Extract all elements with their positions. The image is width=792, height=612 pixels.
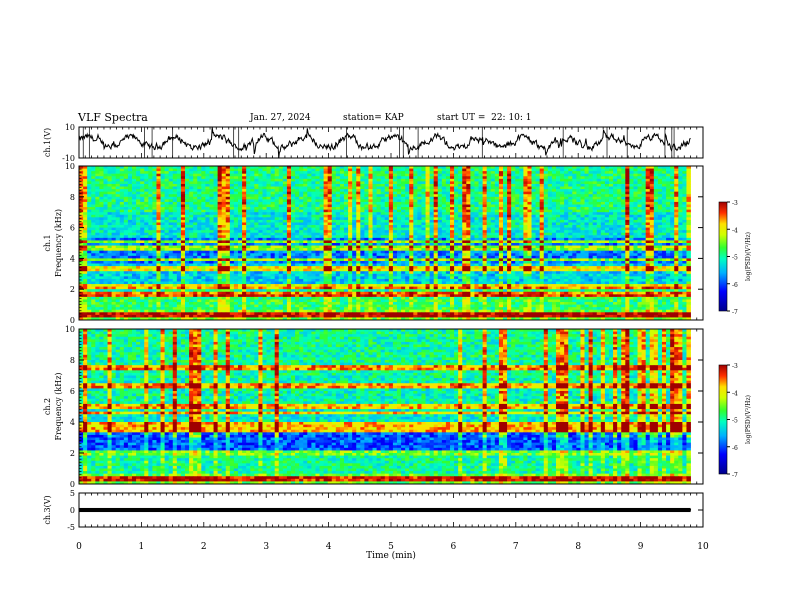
y-tick-label: 10 xyxy=(65,162,75,171)
ch3-waveform-ylabel: ch.3(V) xyxy=(43,495,52,524)
ch1-waveform-line xyxy=(78,126,691,159)
x-tick-label: 0 xyxy=(76,542,82,552)
ch1-spectrogram-colorbar xyxy=(718,201,728,312)
x-tick-label: 8 xyxy=(575,542,581,552)
x-tick-label: 1 xyxy=(139,542,145,552)
x-tick-label: 4 xyxy=(326,542,332,552)
x-tick-label: 2 xyxy=(201,542,207,552)
y-tick-label: 6 xyxy=(70,387,75,396)
colorbar-tick-label: -5 xyxy=(732,418,738,425)
colorbar-tick-label: -6 xyxy=(732,282,738,289)
x-tick-label: 9 xyxy=(638,542,644,552)
y-tick-label: 0 xyxy=(70,506,75,515)
y-tick-label: 0 xyxy=(70,480,75,489)
colorbar-tick-label: -7 xyxy=(732,309,738,316)
y-tick-label: 2 xyxy=(70,285,75,294)
colorbar-tick-label: -4 xyxy=(732,390,738,397)
y-tick-label: -5 xyxy=(67,523,75,532)
ch2-spectrogram-colorbar xyxy=(718,364,728,475)
y-tick-label: 4 xyxy=(70,418,75,427)
ch2-spectrogram-colorbar-label: log(PSD)(V²/Hz) xyxy=(745,395,752,444)
x-axis-label: Time (min) xyxy=(366,550,416,561)
ch1-waveform-ylabel: ch.1(V) xyxy=(43,128,52,157)
x-tick-label: 7 xyxy=(513,542,519,552)
header-date: Jan. 27, 2024 xyxy=(250,113,311,123)
y-tick-label: 10 xyxy=(65,325,75,334)
y-tick-label: -10 xyxy=(62,154,75,163)
y-tick-label: 8 xyxy=(70,193,75,202)
ch1-spectrogram-colorbar-label: log(PSD)(V²/Hz) xyxy=(745,232,752,281)
header-start-time: start UT = 22: 10: 1 xyxy=(437,113,532,123)
colorbar-tick-label: -5 xyxy=(732,255,738,262)
y-tick-label: 2 xyxy=(70,449,75,458)
figure-title: VLF Spectra xyxy=(78,111,148,124)
colorbar-tick-label: -3 xyxy=(732,200,738,207)
ch2-spectrogram-ylabel-freq: Frequency (kHz) xyxy=(54,372,63,440)
ch1-spectrogram-cells xyxy=(79,166,691,321)
y-tick-label: 6 xyxy=(70,224,75,233)
colorbar-tick-label: -4 xyxy=(732,227,738,234)
ch3-waveform-band xyxy=(79,507,691,513)
y-tick-label: 0 xyxy=(70,316,75,325)
x-tick-label: 10 xyxy=(697,542,709,552)
x-tick-label: 6 xyxy=(451,542,457,552)
header-station: station= KAP xyxy=(343,113,404,123)
colorbar-tick-label: -6 xyxy=(732,445,738,452)
y-tick-label: 5 xyxy=(70,489,75,498)
ch1-spectrogram-ylabel-freq: Frequency (kHz) xyxy=(54,209,63,277)
y-tick-label: 8 xyxy=(70,356,75,365)
y-tick-label: 4 xyxy=(70,254,75,263)
colorbar-tick-label: -7 xyxy=(732,472,738,479)
x-tick-label: 5 xyxy=(388,542,394,552)
y-tick-label: 10 xyxy=(65,123,75,132)
x-tick-label: 3 xyxy=(263,542,269,552)
colorbar-tick-label: -3 xyxy=(732,363,738,370)
ch1-spectrogram-ylabel-ch: ch.1 xyxy=(43,234,52,251)
ch2-spectrogram-ylabel-ch: ch.2 xyxy=(43,398,52,415)
ch2-spectrogram-cells xyxy=(79,329,691,485)
